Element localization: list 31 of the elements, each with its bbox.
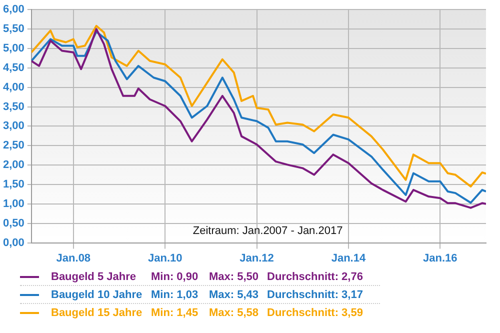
text: Durchschnitt: 3,17 xyxy=(267,288,364,300)
y-tick-label: 5,50 xyxy=(2,23,24,36)
y-tick-label: 1,00 xyxy=(2,198,24,210)
x-tick-label: Jan.10 xyxy=(148,252,182,264)
text: Durchschnitt: 3,59 xyxy=(267,306,364,318)
legend-label: Baugeld 15 Jahre xyxy=(51,306,144,318)
y-tick-label: 5,00 xyxy=(2,42,24,54)
x-tick-label: Jan.14 xyxy=(331,252,366,264)
text: Max: 5,58 xyxy=(209,306,260,318)
y-tick-label: 6,00 xyxy=(2,4,24,16)
y-tick-label: 2,00 xyxy=(2,159,24,172)
y-tick-label: 4,50 xyxy=(2,62,24,74)
y-tick-label: 2,50 xyxy=(2,140,24,152)
y-tick-label: 3,50 xyxy=(2,100,24,113)
y-tick-label: 1,50 xyxy=(2,178,24,191)
legend-label: Baugeld 10 Jahre xyxy=(51,288,144,300)
y-tick-label: 4,00 xyxy=(2,81,24,94)
y-tick-label: 3,00 xyxy=(2,120,24,132)
text: Durchschnitt: 2,76 xyxy=(267,270,364,282)
text: Max: 5,43 xyxy=(209,288,260,300)
text: Min: 1,03 xyxy=(151,288,200,300)
annotation: Zeitraum: Jan.2007 - Jan.2017 xyxy=(192,224,343,237)
y-tick-label: 0,00 xyxy=(2,236,24,249)
text: Min: 0,90 xyxy=(151,270,200,282)
text: Min: 1,45 xyxy=(151,306,200,318)
x-tick-label: Jan.08 xyxy=(56,252,91,264)
text: Max: 5,50 xyxy=(209,270,260,282)
x-tick-label: Jan.16 xyxy=(423,252,458,264)
x-tick-label: Jan.12 xyxy=(240,252,274,264)
y-tick-label: 0,50 xyxy=(2,217,24,230)
legend-label: Baugeld 5 Jahre xyxy=(51,270,137,282)
